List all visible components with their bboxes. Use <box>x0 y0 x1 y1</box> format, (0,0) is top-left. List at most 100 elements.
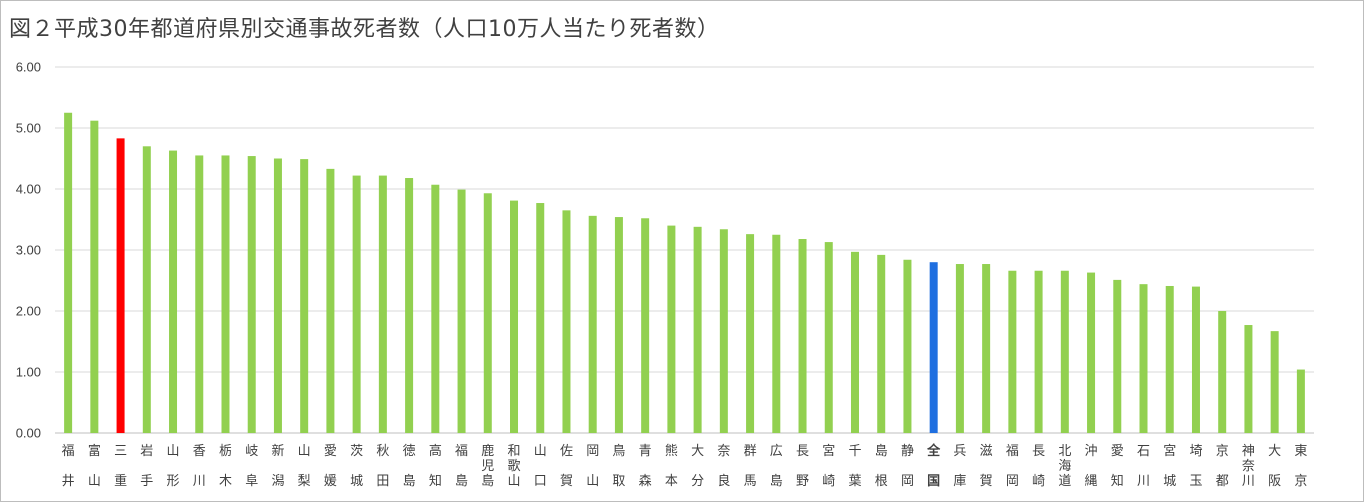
category-label: 静岡 <box>901 444 914 489</box>
bar <box>667 225 676 433</box>
category-label: 宮城 <box>1163 443 1176 489</box>
bar <box>614 217 623 433</box>
bar <box>588 215 597 433</box>
y-tick-label: 2.00 <box>16 304 41 319</box>
category-label: 宮崎 <box>822 443 835 489</box>
category-label: 鹿児島 <box>481 443 494 489</box>
bar <box>1218 311 1227 433</box>
category-label: 大阪 <box>1268 444 1281 489</box>
category-label: 岡山 <box>586 444 599 489</box>
category-label: 石川 <box>1137 444 1150 489</box>
y-tick-label: 5.00 <box>16 121 41 136</box>
category-label: 埼玉 <box>1189 444 1202 489</box>
category-label: 北海道 <box>1058 444 1071 489</box>
bar <box>1087 272 1096 433</box>
bar <box>693 226 702 433</box>
bar <box>221 155 230 433</box>
category-label: 青森 <box>639 444 652 489</box>
bar <box>431 184 440 433</box>
bar <box>903 259 912 433</box>
category-label: 佐賀 <box>560 444 573 489</box>
y-tick-label: 3.00 <box>16 243 41 258</box>
bar <box>1113 279 1122 433</box>
bar <box>116 138 125 433</box>
category-label: 福岡 <box>1006 444 1019 489</box>
category-label: 全国 <box>926 443 941 489</box>
bar <box>1191 286 1200 433</box>
bar <box>90 120 99 434</box>
category-label: 長崎 <box>1032 444 1045 489</box>
category-label: 福井 <box>62 444 75 489</box>
category-label: 富山 <box>88 443 101 489</box>
bar <box>798 239 807 433</box>
category-label: 岐阜 <box>245 444 258 489</box>
category-label: 三重 <box>114 444 127 489</box>
category-label: 和歌山 <box>508 444 521 489</box>
bar <box>326 168 335 433</box>
category-label: 栃木 <box>219 444 232 489</box>
bar <box>273 158 282 433</box>
bar <box>195 155 204 433</box>
category-label: 千葉 <box>848 444 861 489</box>
bar <box>457 189 466 433</box>
category-label: 長野 <box>796 444 809 489</box>
bar <box>877 254 886 433</box>
bar <box>483 193 492 433</box>
bar <box>1034 270 1043 433</box>
category-label: 徳島 <box>403 444 416 489</box>
category-label: 奈良 <box>717 444 730 489</box>
category-label: 島根 <box>875 444 888 489</box>
category-label: 東京 <box>1294 443 1307 489</box>
category-label: 沖縄 <box>1085 444 1098 489</box>
y-tick-label: 0.00 <box>16 426 41 441</box>
bar <box>719 229 728 433</box>
bar <box>562 210 571 433</box>
y-tick-label: 1.00 <box>16 365 41 380</box>
bar <box>982 264 991 433</box>
bar <box>1244 325 1253 433</box>
bar <box>929 262 938 433</box>
category-label: 山梨 <box>298 444 311 489</box>
bar <box>510 200 519 433</box>
category-label: 山口 <box>534 444 547 489</box>
bar <box>772 234 781 433</box>
bar <box>352 175 361 433</box>
bar <box>641 218 650 433</box>
bar <box>1139 284 1148 433</box>
y-tick-label: 6.00 <box>16 60 41 75</box>
category-label: 大分 <box>691 444 704 489</box>
category-label: 京都 <box>1216 444 1229 489</box>
bar <box>169 150 178 433</box>
bar <box>1008 270 1017 433</box>
bar <box>1296 369 1305 433</box>
bar <box>300 159 309 434</box>
category-label: 高知 <box>429 443 442 489</box>
chart-title: 図２平成30年都道府県別交通事故死者数（人口10万人当たり死者数） <box>9 17 720 42</box>
bar <box>746 234 755 433</box>
bar <box>850 251 859 433</box>
bar <box>247 156 256 433</box>
category-label: 兵庫 <box>953 444 966 489</box>
bar <box>1165 285 1174 433</box>
bar <box>824 242 833 433</box>
category-label: 愛知 <box>1111 444 1124 489</box>
category-label: 熊本 <box>665 443 678 489</box>
category-label: 滋賀 <box>980 444 993 489</box>
bar <box>1060 270 1069 433</box>
category-label: 群馬 <box>744 444 757 489</box>
category-label: 岩手 <box>140 444 153 489</box>
category-label: 秋田 <box>376 444 389 489</box>
category-label: 香川 <box>193 444 206 489</box>
category-label: 茨城 <box>350 444 363 489</box>
category-label: 神奈川 <box>1242 444 1255 489</box>
category-label: 福島 <box>455 444 468 489</box>
bar <box>955 264 964 433</box>
category-label: 愛媛 <box>324 444 337 489</box>
bar <box>142 146 151 434</box>
category-label: 広島 <box>770 444 783 489</box>
y-tick-label: 4.00 <box>16 182 41 197</box>
bar <box>405 178 414 433</box>
category-label: 鳥取 <box>612 444 625 489</box>
bar <box>64 112 73 433</box>
